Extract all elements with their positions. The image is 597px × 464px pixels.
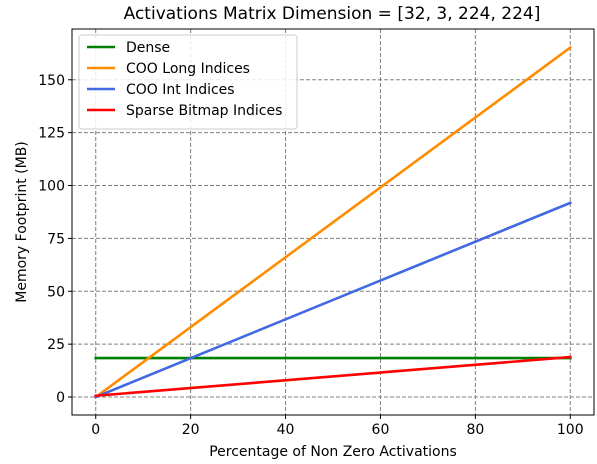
y-tick-label: 25 bbox=[47, 337, 65, 353]
y-tick-label: 150 bbox=[38, 73, 65, 89]
x-tick-label: 80 bbox=[466, 422, 484, 438]
legend-label-sparse-bitmap-indices: Sparse Bitmap Indices bbox=[126, 103, 282, 119]
x-tick-label: 100 bbox=[557, 422, 584, 438]
legend: Dense COO Long Indices COO Int Indices Spar… bbox=[78, 34, 298, 130]
series-line-coo-int-indices bbox=[94, 201, 572, 399]
x-tick-label: 0 bbox=[91, 422, 100, 438]
legend-label-coo-long-indices: COO Long Indices bbox=[126, 61, 250, 77]
plot-frame bbox=[71, 28, 595, 416]
y-tick-label: 75 bbox=[47, 231, 65, 247]
x-tick-label: 40 bbox=[277, 422, 295, 438]
series-line-coo-long-indices bbox=[93, 45, 573, 399]
legend-label-coo-int-indices: COO Int Indices bbox=[126, 82, 235, 98]
x-axis-label: Percentage of Non Zero Activations bbox=[209, 444, 457, 460]
legend-label-dense: Dense bbox=[126, 40, 170, 56]
y-tick-label: 125 bbox=[38, 126, 65, 142]
y-axis-label: Memory Footprint (MB) bbox=[14, 141, 30, 303]
x-tick-label: 20 bbox=[182, 422, 200, 438]
x-tick-label: 60 bbox=[372, 422, 390, 438]
y-tick-label: 100 bbox=[38, 179, 65, 195]
series-line-sparse-bitmap-indices bbox=[94, 355, 572, 398]
y-tick-label: 0 bbox=[56, 390, 65, 406]
legend-box bbox=[78, 34, 298, 130]
y-tick-label: 50 bbox=[47, 284, 65, 300]
series-lines bbox=[93, 45, 573, 399]
chart-title: Activations Matrix Dimension = [32, 3, 2… bbox=[124, 4, 541, 24]
axis-ticks: 0 20 40 60 80 100 0 25 50 75 100 125 150 bbox=[38, 73, 583, 438]
